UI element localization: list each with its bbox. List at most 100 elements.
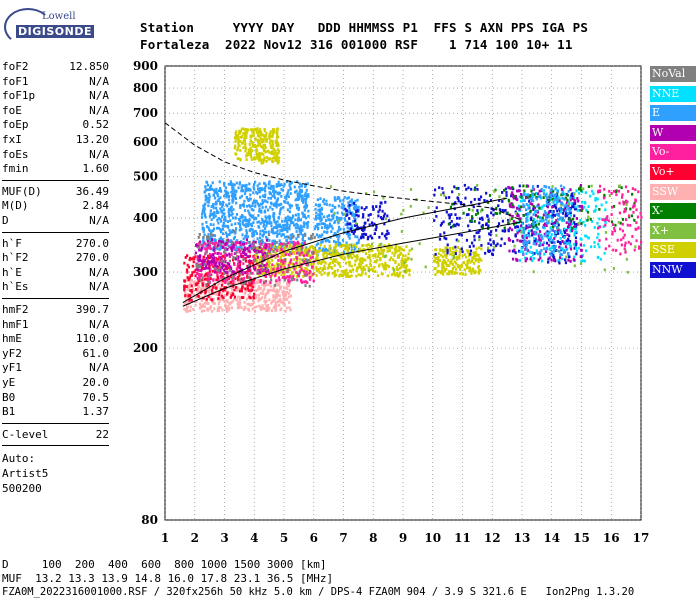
echo-point — [379, 247, 383, 250]
echo-point — [346, 222, 349, 226]
echo-point — [561, 257, 564, 261]
echo-point — [301, 211, 304, 215]
echo-point — [265, 265, 268, 269]
echo-point — [572, 258, 575, 261]
echo-point — [265, 216, 268, 220]
echo-point — [189, 309, 192, 312]
echo-point — [486, 246, 490, 250]
echo-point — [542, 192, 546, 196]
echo-point — [333, 274, 336, 278]
echo-point — [246, 255, 249, 258]
echo-point — [241, 283, 244, 287]
echo-point — [306, 254, 310, 257]
echo-point — [350, 203, 353, 207]
echo-point — [563, 227, 566, 231]
echo-point — [462, 261, 466, 264]
echo-point — [509, 213, 512, 217]
echo-point — [249, 146, 252, 150]
echo-point — [316, 198, 319, 202]
echo-point — [521, 196, 524, 200]
echo-point — [226, 224, 230, 228]
echo-point — [314, 203, 317, 207]
echo-point — [531, 222, 534, 226]
echo-point — [346, 220, 349, 224]
echo-point — [361, 244, 364, 248]
echo-point — [275, 205, 278, 209]
echo-point — [378, 205, 382, 208]
echo-point — [569, 225, 572, 229]
echo-point — [211, 203, 215, 206]
echo-point — [197, 266, 200, 269]
echo-point — [225, 195, 228, 199]
echo-point — [565, 221, 568, 225]
echo-point — [441, 187, 444, 190]
echo-point — [575, 249, 578, 253]
echo-point — [487, 250, 490, 254]
echo-point — [397, 254, 400, 258]
echo-point — [212, 213, 215, 217]
echo-point — [619, 227, 622, 231]
x-tick-label: 13 — [514, 531, 531, 545]
echo-point — [261, 194, 265, 198]
echo-point — [373, 222, 376, 226]
echo-point — [363, 268, 367, 271]
echo-point — [209, 213, 212, 217]
echo-point — [543, 247, 546, 251]
echo-point — [492, 208, 495, 212]
echo-point — [210, 238, 214, 242]
echo-point — [265, 224, 268, 228]
param-value: 12.850 — [69, 60, 109, 73]
echo-point — [247, 240, 250, 244]
echo-point — [212, 253, 215, 256]
echo-point — [357, 273, 360, 277]
param-row-fof2: foF2 12.850 — [2, 60, 109, 74]
echo-point — [334, 244, 337, 247]
echo-point — [251, 134, 254, 138]
echo-point — [623, 210, 626, 214]
echo-point — [280, 273, 283, 277]
echo-point — [225, 193, 229, 197]
echo-point — [276, 229, 279, 233]
echo-point — [264, 137, 267, 141]
echo-point — [210, 236, 213, 239]
echo-point — [315, 211, 318, 215]
echo-point — [226, 233, 229, 237]
echo-point — [278, 191, 282, 195]
echo-point — [580, 204, 584, 208]
echo-point — [242, 132, 245, 136]
echo-point — [299, 194, 302, 198]
echo-point — [204, 264, 208, 268]
echo-point — [255, 258, 258, 261]
echo-point — [214, 238, 217, 242]
echo-point — [337, 240, 340, 244]
echo-point — [574, 243, 578, 247]
echo-point — [228, 252, 231, 256]
echo-point — [261, 133, 264, 137]
echo-point — [289, 216, 292, 220]
echo-point — [612, 248, 615, 252]
echo-point — [258, 246, 261, 249]
echo-point — [277, 149, 281, 153]
echo-point — [348, 254, 351, 258]
echo-point — [239, 272, 243, 276]
echo-point — [349, 199, 352, 203]
echo-point — [326, 224, 329, 228]
echo-point — [214, 200, 218, 204]
echo-point — [479, 209, 483, 213]
echo-point — [214, 292, 217, 296]
echo-point — [342, 198, 345, 202]
echo-point — [477, 265, 480, 269]
echo-point — [275, 294, 278, 298]
echo-point — [501, 200, 504, 203]
echo-point — [225, 190, 228, 194]
echo-point — [282, 206, 285, 209]
echo-point — [259, 158, 262, 162]
echo-point — [276, 191, 279, 195]
echo-point — [564, 258, 567, 262]
echo-point — [230, 213, 233, 217]
echo-point — [437, 264, 440, 268]
echo-point — [470, 200, 473, 204]
echo-point — [522, 203, 525, 207]
echo-point — [236, 275, 239, 279]
echo-point — [547, 221, 550, 225]
